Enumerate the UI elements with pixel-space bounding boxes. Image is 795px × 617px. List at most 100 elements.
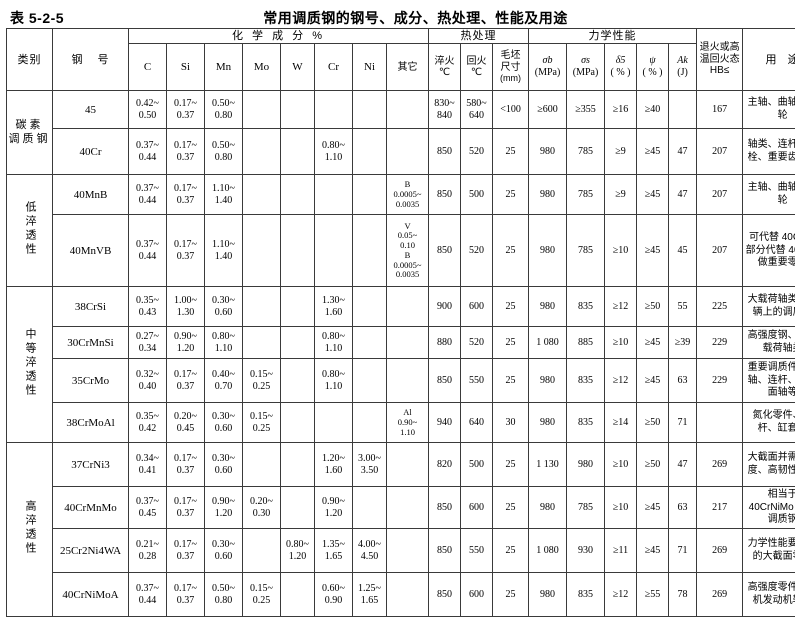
- yield-strength-unit: (MPa): [573, 67, 599, 78]
- composition-mn: 0.40~0.70: [205, 359, 243, 403]
- annealed-hardness: 229: [697, 327, 743, 359]
- composition-ni: [353, 91, 387, 129]
- tensile-strength: 1 130: [529, 443, 567, 487]
- yield-strength: 885: [567, 327, 605, 359]
- impact-energy: 63: [669, 359, 697, 403]
- header-blank-size: 毛坯 尺寸 (mm): [493, 44, 529, 91]
- quench-temp: 850: [429, 175, 461, 215]
- quench-temp: 850: [429, 359, 461, 403]
- elongation: ≥12: [605, 573, 637, 617]
- use-cell: 可代替 40Cr 及部分代替 40CrNi 做重要零件: [743, 215, 795, 287]
- composition-si: 0.17~0.37: [167, 91, 205, 129]
- blank-size: 25: [493, 215, 529, 287]
- reduction-area: ≥50: [637, 443, 669, 487]
- composition-c: 0.42~0.50: [129, 91, 167, 129]
- tensile-strength: 980: [529, 487, 567, 529]
- document-page: 表 5-2-5 常用调质钢的钢号、成分、热处理、性能及用途 类别 钢 号 化 学…: [0, 0, 795, 581]
- blank-size: 30: [493, 403, 529, 443]
- composition-mn: 0.50~0.80: [205, 91, 243, 129]
- composition-mn: 0.30~0.60: [205, 529, 243, 573]
- annealed-hardness: 269: [697, 573, 743, 617]
- reduction-area: ≥55: [637, 573, 669, 617]
- tensile-strength: 980: [529, 215, 567, 287]
- grade-cell: 30CrMnSi: [53, 327, 129, 359]
- composition-w: 0.80~1.20: [281, 529, 315, 573]
- composition-c: 0.34~0.41: [129, 443, 167, 487]
- header-element-mn: Mn: [205, 44, 243, 91]
- composition-ni: 1.25~1.65: [353, 573, 387, 617]
- quench-temp: 830~840: [429, 91, 461, 129]
- table-number: 表 5-2-5: [10, 8, 64, 28]
- blank-size: <100: [493, 91, 529, 129]
- impact-energy: 71: [669, 403, 697, 443]
- quench-temp: 850: [429, 215, 461, 287]
- blank-size: 25: [493, 129, 529, 175]
- composition-si: 0.17~0.37: [167, 573, 205, 617]
- header-element-si: Si: [167, 44, 205, 91]
- tensile-strength-unit: (MPa): [535, 67, 561, 78]
- annealed-hardness: 207: [697, 175, 743, 215]
- composition-ni: [353, 175, 387, 215]
- composition-ni: [353, 129, 387, 175]
- quench-temp: 940: [429, 403, 461, 443]
- composition-mo: [243, 91, 281, 129]
- yield-strength: 785: [567, 129, 605, 175]
- grade-cell: 35CrMo: [53, 359, 129, 403]
- grade-cell: 37CrNi3: [53, 443, 129, 487]
- composition-w: [281, 403, 315, 443]
- grade-cell: 38CrSi: [53, 287, 129, 327]
- composition-c: 0.32~0.40: [129, 359, 167, 403]
- annealed-hardness-line3: HB≤: [710, 65, 729, 76]
- composition-cr: 0.80~1.10: [315, 129, 353, 175]
- annealed-hardness: 225: [697, 287, 743, 327]
- composition-si: 0.17~0.37: [167, 129, 205, 175]
- blank-size: 25: [493, 529, 529, 573]
- blank-size: 25: [493, 359, 529, 403]
- composition-ni: [353, 403, 387, 443]
- quench-temp: 850: [429, 529, 461, 573]
- composition-w: [281, 287, 315, 327]
- composition-cr: 0.80~1.10: [315, 327, 353, 359]
- table-header: 类别 钢 号 化 学 成 分 % 热处理 力学性能 退火或高 温回火态 HB≤ …: [7, 29, 795, 91]
- elongation: ≥10: [605, 327, 637, 359]
- header-elongation: δ5 ( % ): [605, 44, 637, 91]
- blank-size: 25: [493, 573, 529, 617]
- yield-strength: 835: [567, 573, 605, 617]
- temper-temp: 520: [461, 215, 493, 287]
- yield-strength: 785: [567, 175, 605, 215]
- composition-cr: 0.60~0.90: [315, 573, 353, 617]
- composition-c: 0.35~0.43: [129, 287, 167, 327]
- composition-mn: 0.90~1.20: [205, 487, 243, 529]
- composition-cr: 1.30~1.60: [315, 287, 353, 327]
- impact-energy-symbol: Ak: [677, 55, 688, 66]
- use-cell: 主轴、曲轴、齿轮: [743, 91, 795, 129]
- tensile-strength-symbol: σb: [543, 55, 553, 66]
- header-mechanical-group: 力学性能: [529, 29, 697, 44]
- blank-size-unit: (mm): [500, 73, 521, 83]
- composition-cr: [315, 175, 353, 215]
- yield-strength: 930: [567, 529, 605, 573]
- tensile-strength: 980: [529, 359, 567, 403]
- quench-unit: ℃: [439, 67, 450, 78]
- grade-cell: 40Cr: [53, 129, 129, 175]
- category-cell: 中等淬透性: [7, 287, 53, 443]
- blank-size: 25: [493, 487, 529, 529]
- composition-w: [281, 175, 315, 215]
- composition-mn: 0.30~0.60: [205, 403, 243, 443]
- yield-strength: 835: [567, 359, 605, 403]
- tensile-strength: 980: [529, 129, 567, 175]
- annealed-hardness: 269: [697, 529, 743, 573]
- composition-ni: 4.00~4.50: [353, 529, 387, 573]
- composition-si: 0.17~0.37: [167, 359, 205, 403]
- composition-cr: [315, 91, 353, 129]
- elongation: ≥12: [605, 287, 637, 327]
- composition-other: [387, 487, 429, 529]
- yield-strength: 835: [567, 403, 605, 443]
- composition-mo: [243, 215, 281, 287]
